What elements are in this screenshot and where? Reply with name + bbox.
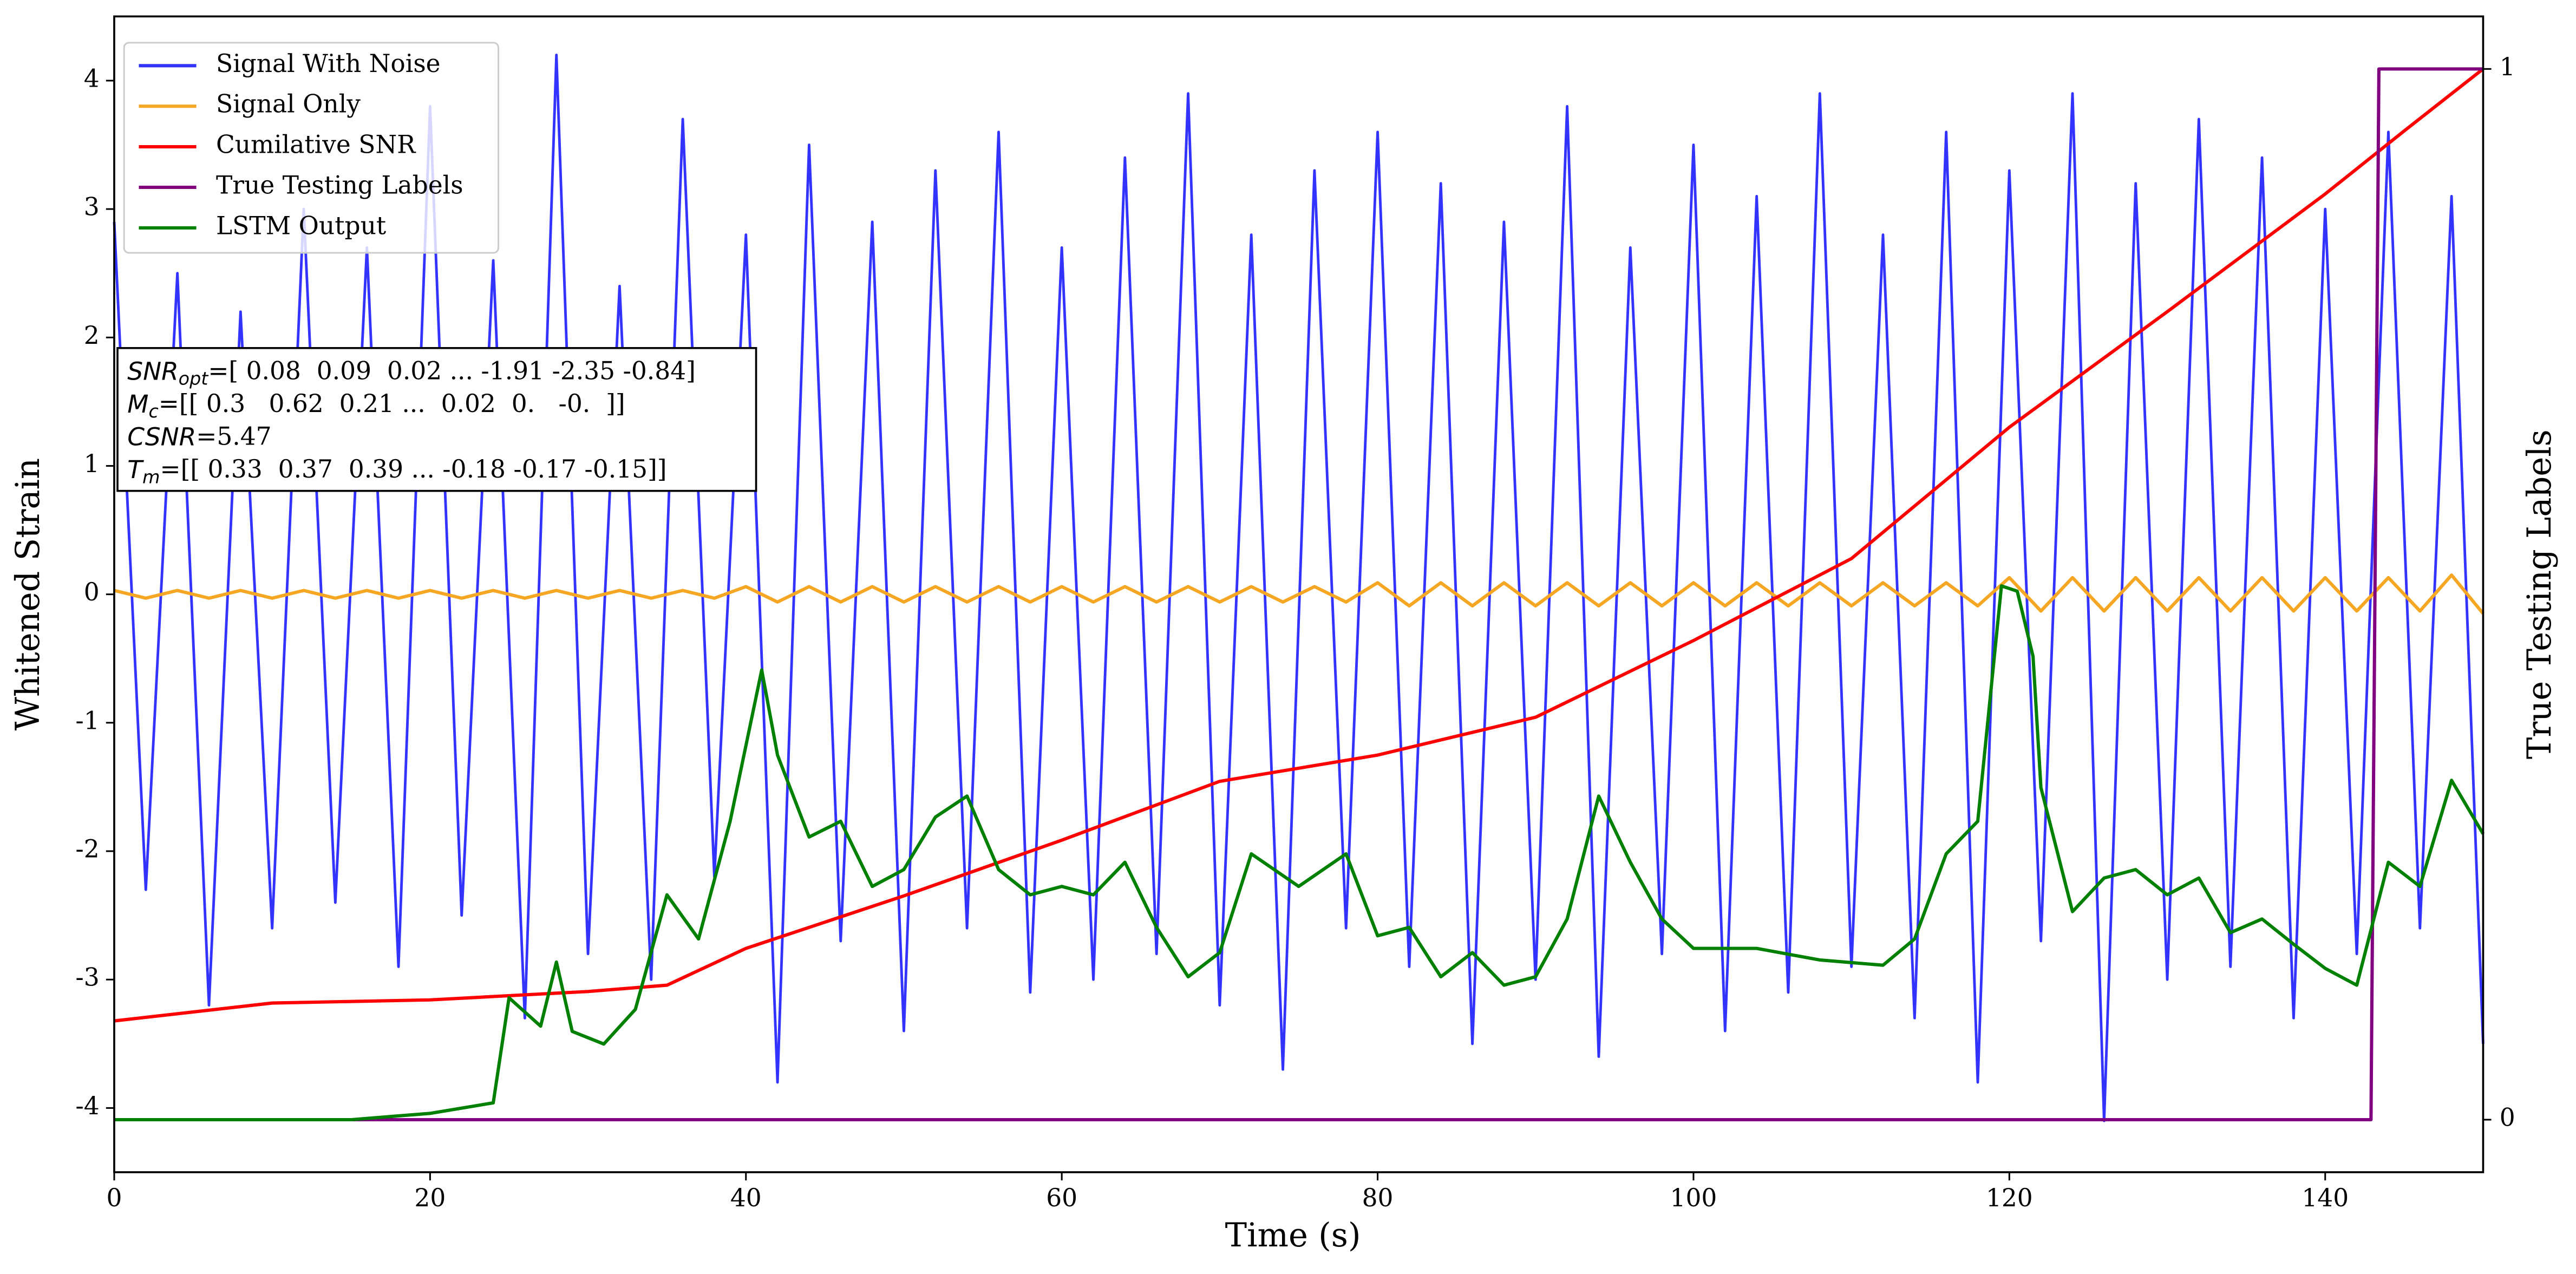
y2-tick-label: 0 bbox=[2500, 1103, 2515, 1132]
y-tick-label: 4 bbox=[84, 64, 100, 93]
legend-label: Signal Only bbox=[216, 90, 361, 119]
x-tick-label: 100 bbox=[1670, 1184, 1717, 1212]
legend-label: True Testing Labels bbox=[216, 171, 463, 199]
annotation-line: SNRopt=[ 0.08 0.09 0.02 ... -1.91 -2.35 … bbox=[127, 356, 696, 389]
legend-box bbox=[123, 42, 500, 254]
x-tick-label: 80 bbox=[1362, 1184, 1394, 1212]
y-tick-label: -4 bbox=[75, 1092, 99, 1120]
y-tick-label: -3 bbox=[75, 963, 99, 992]
series-line bbox=[114, 67, 2483, 1122]
annotation-line: Tm=[[ 0.33 0.37 0.39 ... -0.18 -0.17 -0.… bbox=[127, 455, 666, 487]
y-axis-label: Whitened Strain bbox=[9, 458, 47, 730]
annotation-text: =[[ 0.3 0.62 0.21 ... 0.02 0. -0. ]] bbox=[159, 389, 625, 417]
legend-label: LSTM Output bbox=[216, 211, 386, 240]
annotation-subscript: c bbox=[148, 401, 158, 422]
annotation-symbol: T bbox=[127, 455, 144, 484]
x-tick-label: 140 bbox=[2302, 1184, 2349, 1212]
y-tick-label: 2 bbox=[84, 321, 100, 350]
legend-label: Signal With Noise bbox=[216, 49, 441, 78]
y-tick-label: 1 bbox=[84, 449, 100, 478]
series-line bbox=[114, 67, 2485, 1023]
y-tick-label: 0 bbox=[84, 578, 100, 606]
y2-axis-label: True Testing Labels bbox=[2521, 429, 2559, 759]
annotation-subscript: m bbox=[142, 466, 160, 487]
plot-area bbox=[113, 54, 2485, 1122]
annotation-line: CSNR=5.47 bbox=[127, 422, 271, 451]
annotation-subscript: opt bbox=[179, 368, 210, 389]
series-line bbox=[114, 573, 2485, 615]
x-tick-label: 60 bbox=[1046, 1184, 1077, 1212]
x-axis-label: Time (s) bbox=[1225, 1217, 1361, 1255]
annotation-symbol: SNR bbox=[127, 357, 178, 386]
y-tick-label: -1 bbox=[75, 706, 99, 735]
legend-label: Cumilative SNR bbox=[216, 130, 416, 159]
x-tick-label: 40 bbox=[730, 1184, 762, 1212]
annotation-text: =5.47 bbox=[196, 422, 271, 450]
annotation-box bbox=[116, 347, 757, 492]
x-tick-label: 20 bbox=[414, 1184, 446, 1212]
y-tick-label: 3 bbox=[84, 193, 100, 221]
annotation-line: Mc=[[ 0.3 0.62 0.21 ... 0.02 0. -0. ]] bbox=[127, 389, 625, 421]
legend: Signal With Noise Signal Only Cumilative S… bbox=[123, 42, 500, 254]
series-line bbox=[113, 54, 2485, 1122]
annotation-text: =[ 0.08 0.09 0.02 ... -1.91 -2.35 -0.84] bbox=[208, 356, 696, 385]
x-tick-label: 120 bbox=[1986, 1184, 2033, 1212]
x-tick-label: 0 bbox=[106, 1184, 122, 1212]
y-tick-label: -2 bbox=[75, 835, 99, 864]
annotation: SNRopt=[ 0.08 0.09 0.02 ... -1.91 -2.35 … bbox=[116, 347, 757, 492]
y2-tick-label: 1 bbox=[2500, 53, 2515, 81]
annotation-text: =[[ 0.33 0.37 0.39 ... -0.18 -0.17 -0.15… bbox=[160, 455, 666, 484]
annotation-symbol: M bbox=[127, 389, 148, 418]
annotation-symbol: CSNR bbox=[127, 422, 196, 451]
series-line bbox=[114, 584, 2485, 1122]
